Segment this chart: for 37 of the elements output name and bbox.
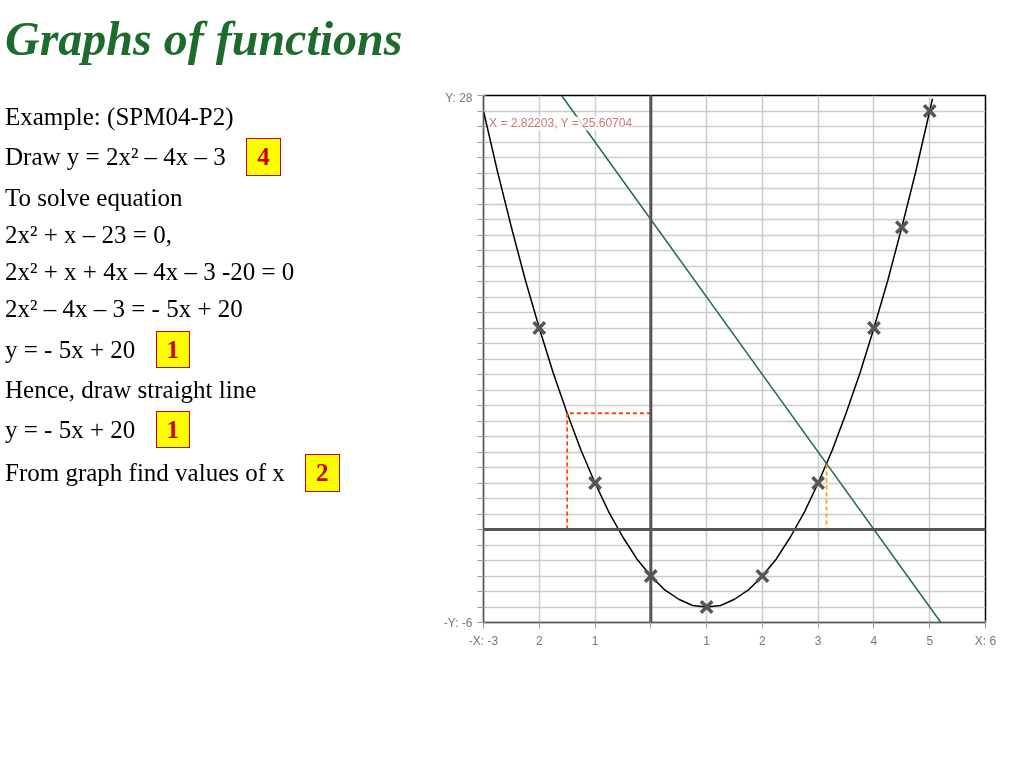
y-tick-label: -Y: -6: [443, 615, 473, 630]
text: From graph find values of x: [5, 459, 285, 487]
point: [699, 599, 715, 615]
point: [587, 475, 603, 491]
text: y = - 5x + 20: [5, 416, 136, 443]
x-tick-label: 1: [591, 633, 599, 648]
point: [810, 475, 826, 491]
x-tick-label: X: 6: [974, 633, 997, 648]
text: To solve equation: [5, 182, 184, 213]
line-series: [483, 97, 934, 608]
text: 2x² + x + 4x – 4x – 3 -20 = 0: [5, 257, 296, 287]
text: 1: [155, 330, 191, 368]
annotation: X = 2.82203, Y = 25.60704: [489, 116, 633, 131]
x-tick-label: 1: [703, 633, 711, 648]
point: [531, 320, 547, 336]
text: 2x² – 4x – 3 = - 5x + 20: [5, 294, 244, 325]
text: 1: [155, 411, 191, 449]
text: Example: (SPM04-P2): [5, 102, 235, 133]
point: [754, 568, 770, 584]
point: [866, 320, 882, 336]
chart-title: Graphs of functions: [5, 11, 403, 67]
text: 2: [305, 454, 340, 492]
text: 4: [246, 138, 281, 176]
x-tick-label: 4: [870, 633, 878, 648]
x-tick-label: -X: -3: [468, 633, 499, 648]
text: Hence, draw straight line: [5, 374, 258, 405]
point: [643, 568, 659, 584]
x-tick-label: 3: [814, 633, 822, 648]
x-tick-label: 2: [759, 633, 767, 648]
point: [922, 103, 938, 119]
x-tick-label: 5: [926, 633, 934, 648]
text: y = - 5x + 20: [5, 335, 136, 363]
y-tick-label: Y: 28: [445, 90, 473, 105]
x-tick-label: 2: [535, 633, 543, 648]
text: Draw y = 2x² – 4x – 3: [5, 143, 226, 171]
point: [894, 219, 910, 235]
text: 2x² + x – 23 = 0,: [5, 219, 173, 250]
